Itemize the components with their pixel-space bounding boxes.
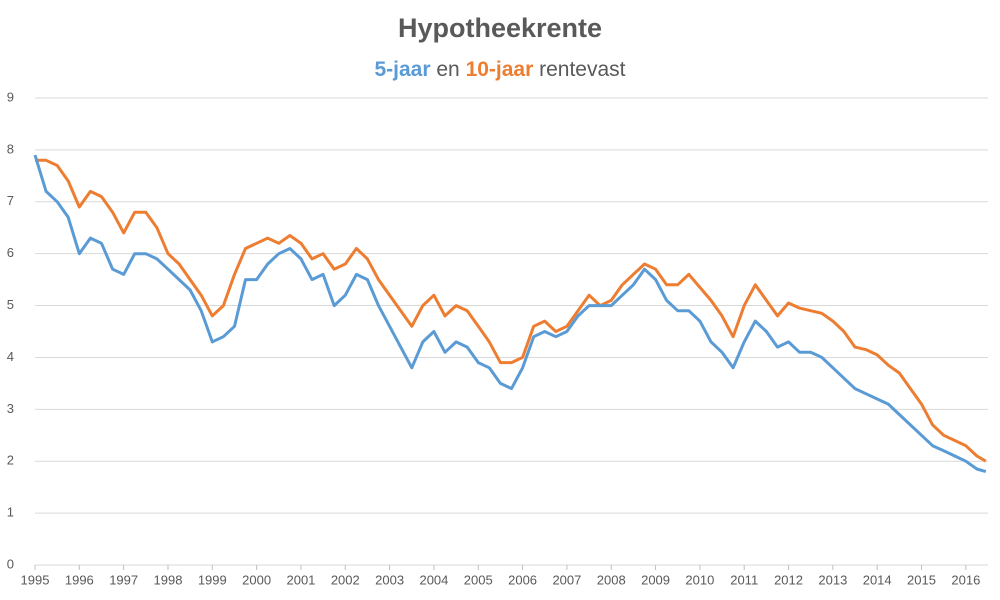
- y-tick-label: 1: [7, 505, 14, 520]
- chart-subtitle: 5-jaar en 10-jaar rentevast: [374, 58, 625, 81]
- y-tick-label: 0: [7, 556, 14, 571]
- y-tick-label: 3: [7, 401, 14, 416]
- x-tick-label: 2007: [552, 572, 581, 587]
- x-tick-label: 2005: [464, 572, 493, 587]
- x-tick-label: 2012: [774, 572, 803, 587]
- series-line: [33, 154, 987, 474]
- series-line: [35, 158, 987, 463]
- subtitle-text: en: [436, 58, 459, 81]
- x-tick-label: 1997: [109, 572, 138, 587]
- x-tick-label: 2002: [331, 572, 360, 587]
- y-tick-label: 8: [7, 141, 14, 156]
- y-tick-label: 5: [7, 297, 14, 312]
- x-tick-label: 2016: [951, 572, 980, 587]
- y-tick-label: 9: [7, 89, 14, 104]
- x-tick-label: 1995: [21, 572, 50, 587]
- x-tick-label: 2015: [907, 572, 936, 587]
- x-tick-label: 2003: [375, 572, 404, 587]
- subtitle-text: rentevast: [539, 58, 626, 81]
- y-tick-label: 4: [7, 349, 14, 364]
- x-tick-label: 2011: [730, 572, 758, 587]
- x-tick-label: 2014: [863, 572, 892, 587]
- x-tick-label: 2009: [641, 572, 670, 587]
- x-tick-label: 1996: [65, 572, 94, 587]
- x-tick-label: 2001: [286, 572, 315, 587]
- x-tick-label: 2004: [419, 572, 448, 587]
- x-tick-label: 2008: [597, 572, 626, 587]
- x-tick-label: 1999: [198, 572, 227, 587]
- subtitle-series-b: 10-jaar: [466, 58, 534, 81]
- y-tick-label: 2: [7, 453, 14, 468]
- x-tick-label: 2013: [818, 572, 847, 587]
- subtitle-series-a: 5-jaar: [374, 58, 430, 81]
- y-tick-label: 6: [7, 245, 14, 260]
- x-tick-label: 2010: [685, 572, 714, 587]
- y-tick-label: 7: [7, 193, 14, 208]
- x-tick-label: 2006: [508, 572, 537, 587]
- chart-title: Hypotheekrente: [398, 13, 602, 43]
- x-tick-label: 1998: [154, 572, 183, 587]
- x-tick-label: 2000: [242, 572, 271, 587]
